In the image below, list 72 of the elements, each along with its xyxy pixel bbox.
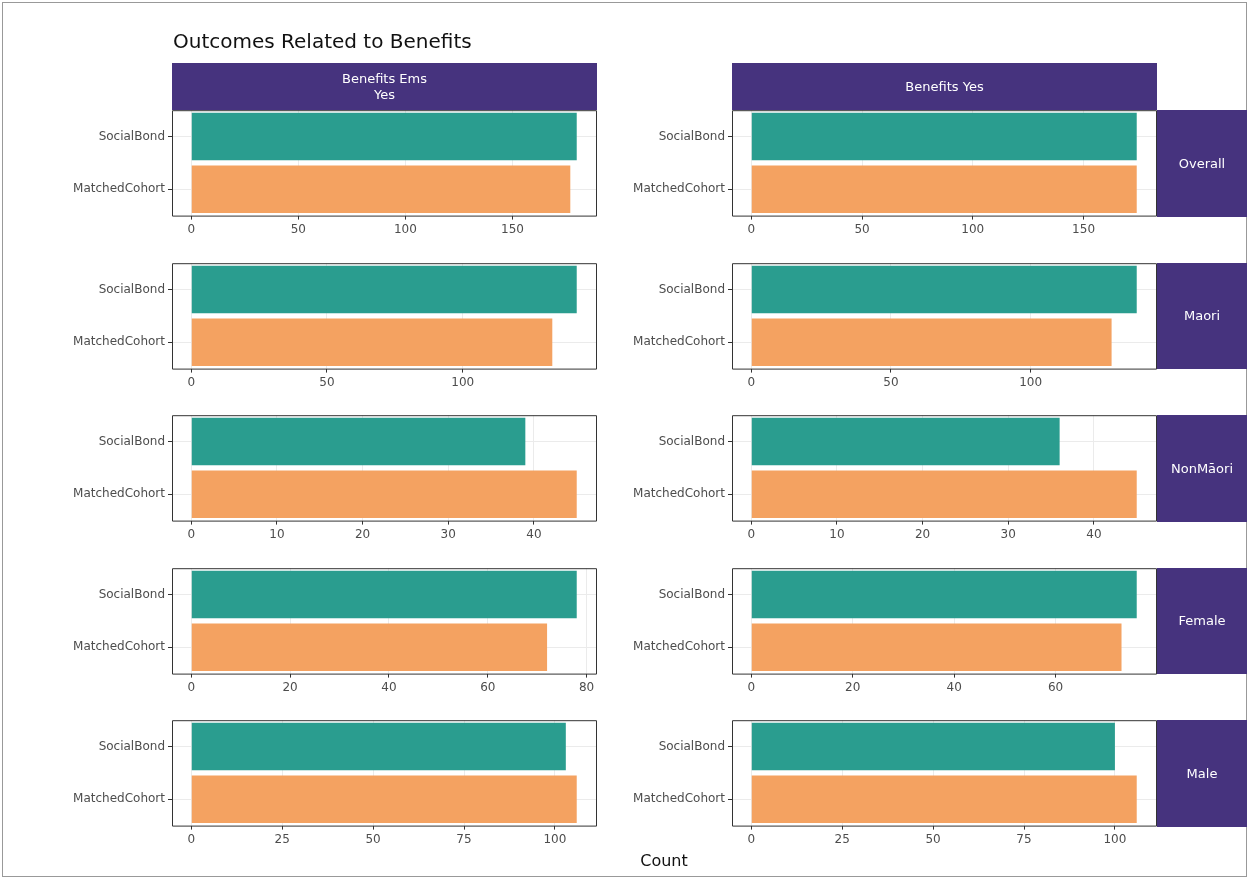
x-tick-label: 50: [319, 374, 335, 389]
y-tick-label: SocialBond: [658, 128, 725, 143]
x-tick-label: 20: [282, 679, 298, 694]
x-tick-label: 40: [1086, 526, 1102, 541]
y-tick-label: SocialBond: [658, 738, 725, 753]
x-tick-label: 50: [925, 831, 941, 846]
x-tick-label: 0: [187, 374, 196, 389]
x-tick-label: 40: [526, 526, 542, 541]
x-tick-label: 0: [747, 374, 756, 389]
y-tick-label: SocialBond: [98, 738, 165, 753]
x-tick-label: 100: [1019, 374, 1043, 389]
x-tick-label: 0: [747, 526, 756, 541]
y-tick-label: MatchedCohort: [633, 486, 726, 501]
y2-axis-title: Male: [1157, 720, 1247, 827]
y-tick-label: MatchedCohort: [633, 181, 726, 196]
x-tick-label: 20: [914, 526, 931, 541]
x-tick-label: 10: [829, 526, 845, 541]
y-tick-label: SocialBond: [658, 281, 725, 296]
x-tick-label: 100: [961, 221, 985, 236]
x-tick-label: 0: [187, 526, 196, 541]
x-tick-label: 100: [451, 374, 475, 389]
x-tick-label: 0: [747, 679, 756, 694]
chart-title: Outcomes Related to Benefits: [173, 29, 472, 54]
x-tick-label: 50: [290, 221, 306, 236]
x-tick-label: 40: [381, 679, 397, 694]
chart-subtitle: Benefits Yes: [732, 63, 1157, 111]
y-tick-label: SocialBond: [658, 586, 725, 601]
y-tick-label: SocialBond: [98, 433, 165, 448]
x-tick-label: 0: [747, 831, 756, 846]
y-tick-label: SocialBond: [98, 586, 165, 601]
y-tick-label: SocialBond: [658, 433, 725, 448]
y-tick-label: MatchedCohort: [73, 486, 166, 501]
x-tick-label: 150: [1072, 221, 1096, 236]
x-tick-label: 75: [456, 831, 472, 846]
x-tick-label: 80: [578, 679, 595, 694]
x-tick-label: 20: [845, 679, 861, 694]
x-tick-label: 25: [274, 831, 290, 846]
y2-axis-title: Overall: [1157, 110, 1247, 217]
x-tick-label: 100: [1103, 831, 1127, 846]
y-tick-label: MatchedCohort: [73, 638, 166, 653]
y-tick-label: MatchedCohort: [73, 791, 166, 806]
x-tick-label: 0: [187, 679, 196, 694]
y-tick-label: MatchedCohort: [73, 181, 166, 196]
x-tick-label: 100: [393, 221, 417, 236]
x-tick-label: 30: [440, 526, 456, 541]
y-tick-label: MatchedCohort: [73, 333, 166, 348]
y-tick-label: SocialBond: [98, 128, 165, 143]
chart-subtitle: Benefits Ems Yes: [172, 63, 597, 111]
y-tick-label: MatchedCohort: [633, 333, 726, 348]
x-tick-label: 150: [501, 221, 524, 236]
x-tick-label: 25: [834, 831, 850, 846]
x-tick-label: 60: [1047, 679, 1064, 694]
x-tick-label: 100: [543, 831, 567, 846]
x-tick-label: 75: [1016, 831, 1032, 846]
x-tick-label: 20: [354, 526, 371, 541]
x-tick-label: 60: [480, 679, 496, 694]
y2-axis-title: Maori: [1157, 262, 1247, 370]
y2-axis-title: Female: [1157, 567, 1247, 675]
x-axis-title: Count: [640, 851, 688, 870]
x-tick-label: 30: [1000, 526, 1016, 541]
x-tick-label: 50: [883, 374, 899, 389]
x-tick-label: 50: [365, 831, 381, 846]
x-tick-label: 10: [269, 526, 285, 541]
y-tick-label: MatchedCohort: [633, 638, 726, 653]
x-tick-label: 40: [946, 679, 962, 694]
x-tick-label: 0: [187, 831, 196, 846]
y2-axis-title: NonMāori: [1157, 415, 1247, 522]
x-tick-label: 0: [747, 221, 756, 236]
y-tick-label: SocialBond: [98, 281, 165, 296]
x-tick-label: 0: [187, 221, 196, 236]
y-tick-label: MatchedCohort: [633, 791, 726, 806]
x-tick-label: 50: [854, 221, 870, 236]
